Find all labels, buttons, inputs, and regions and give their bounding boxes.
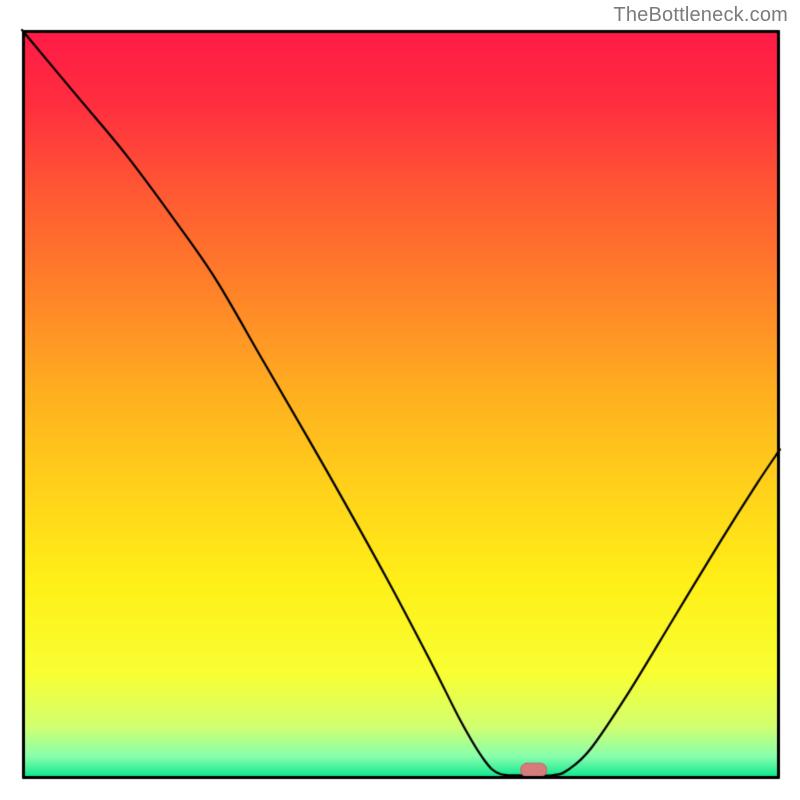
watermark-text: TheBottleneck.com bbox=[613, 4, 788, 27]
bottleneck-chart-canvas bbox=[0, 0, 800, 800]
